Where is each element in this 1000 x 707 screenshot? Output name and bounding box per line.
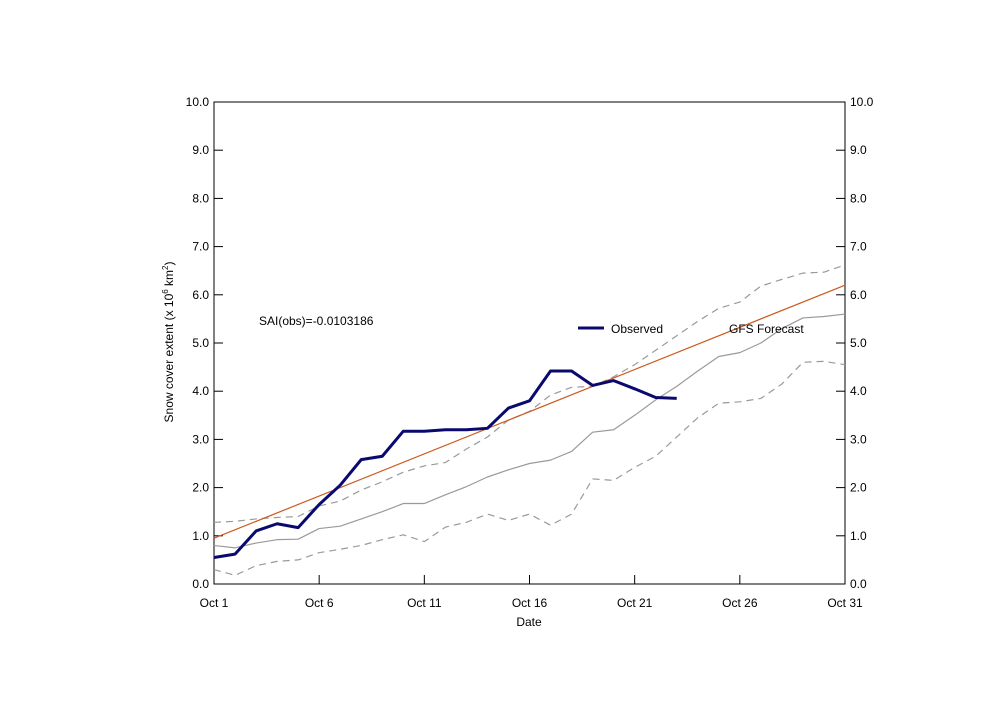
x-tick-label: Oct 16 <box>512 596 548 610</box>
y-tick-label-left: 10.0 <box>186 95 210 109</box>
text-layer: Date Snow cover extent (x 106 km2) SAI(o… <box>161 95 874 629</box>
y-tick-label-left: 7.0 <box>192 240 209 254</box>
y-tick-label-right: 1.0 <box>850 529 867 543</box>
y-tick-label-right: 5.0 <box>850 336 867 350</box>
x-tick-label: Oct 1 <box>200 596 229 610</box>
x-tick-label: Oct 11 <box>407 596 442 610</box>
y-tick-label-left: 9.0 <box>192 143 209 157</box>
y-axis-title-mid: km <box>162 270 176 289</box>
series-line-upper-bound <box>213 264 846 523</box>
y-axis-title-sup1: 6 <box>161 289 170 294</box>
y-axis-title-sup2: 2 <box>161 265 170 270</box>
y-tick-label-right: 6.0 <box>850 288 867 302</box>
y-axis-title-main: Snow cover extent (x 10 <box>162 293 176 422</box>
legend-observed-label: Observed <box>611 322 663 336</box>
y-tick-label-right: 9.0 <box>850 143 867 157</box>
sai-annotation: SAI(obs)=-0.0103186 <box>259 314 374 328</box>
x-axis-title: Date <box>516 615 542 629</box>
series-line-lower-bound <box>213 360 846 576</box>
series-line-trend <box>213 284 846 539</box>
y-tick-label-right: 0.0 <box>850 577 867 591</box>
y-tick-label-right: 8.0 <box>850 191 867 205</box>
y-tick-label-left: 5.0 <box>192 336 209 350</box>
y-tick-label-right: 7.0 <box>850 240 867 254</box>
axes-layer <box>213 101 846 585</box>
y-tick-label-left: 8.0 <box>192 191 209 205</box>
legend-gfs-forecast-label: GFS Forecast <box>729 322 804 336</box>
x-tick-label: Oct 26 <box>722 596 758 610</box>
x-tick-label: Oct 21 <box>617 596 653 610</box>
y-tick-label-left: 2.0 <box>192 481 209 495</box>
plot-frame <box>213 101 846 585</box>
y-tick-label-right: 10.0 <box>850 95 874 109</box>
y-tick-label-right: 4.0 <box>850 384 867 398</box>
y-tick-label-left: 4.0 <box>192 384 209 398</box>
y-axis-title: Snow cover extent (x 106 km2) <box>161 262 176 423</box>
y-tick-label-left: 1.0 <box>192 529 209 543</box>
y-tick-label-left: 0.0 <box>192 577 209 591</box>
y-tick-label-right: 3.0 <box>850 432 867 446</box>
series-line-mean <box>213 313 846 549</box>
y-axis-title-end: ) <box>162 262 176 266</box>
series-line-observed <box>213 369 677 559</box>
series-layer <box>213 264 846 576</box>
y-tick-label-right: 2.0 <box>850 481 867 495</box>
x-tick-label: Oct 6 <box>305 596 334 610</box>
y-tick-label-left: 3.0 <box>192 432 209 446</box>
x-tick-label: Oct 31 <box>827 596 863 610</box>
y-tick-label-left: 6.0 <box>192 288 209 302</box>
